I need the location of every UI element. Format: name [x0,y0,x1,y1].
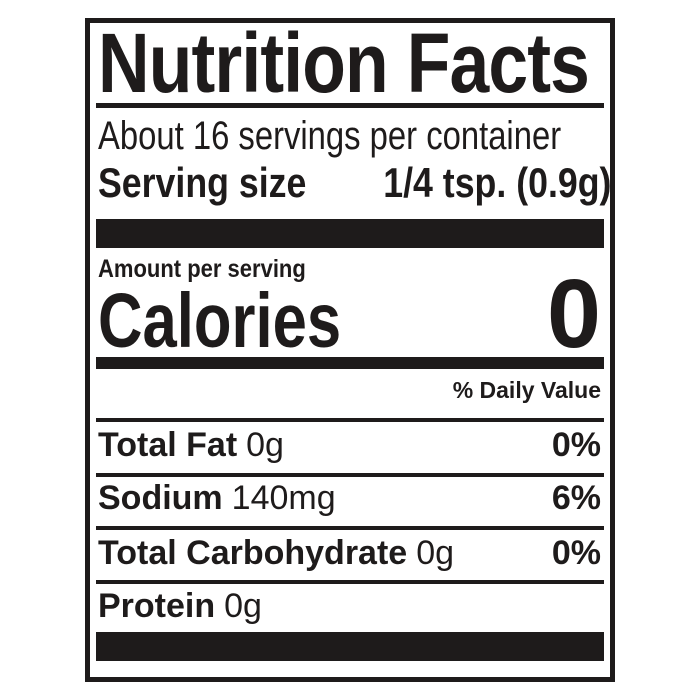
calories-divider-bar [96,357,604,369]
nutrient-name: Sodium [98,479,223,517]
servings-per-container-text: About 16 servings per container [98,114,562,158]
nutrient-name: Total Fat [98,426,238,464]
row-divider [96,473,604,477]
nutrient-daily-value: 0% [551,534,601,572]
calories-label: Calories [98,283,402,360]
nutrient-left: Sodium 140mg [98,481,336,515]
nutrition-facts-label: Nutrition Facts About 16 servings per co… [85,18,615,682]
nutrient-name: Protein [98,587,216,625]
nutrient-left: Protein 0g [98,589,262,623]
daily-value-divider [96,418,604,422]
nutrient-row: Total Fat 0g 0% [98,428,601,462]
nutrient-daily-value: 0% [551,426,601,464]
nutrient-name: Total Carbohydrate [98,534,408,572]
nutrient-row: Total Carbohydrate 0g 0% [98,536,601,570]
section-bar-bottom [96,632,604,661]
section-bar-top [96,219,604,248]
nutrient-amount: 0g [246,426,284,464]
nutrient-daily-value: 6% [551,479,601,517]
amount-per-serving-text: Amount per serving [98,255,306,283]
serving-size-value: 1/4 tsp. (0.9g) [383,159,612,206]
nutrient-amount: 0g [224,587,262,625]
serving-size-label: Serving size [98,159,307,206]
nutrient-amount: 140mg [231,479,336,517]
label-title-text: Nutrition Facts [98,16,590,110]
calories-value: 0 [547,259,601,368]
nutrient-row: Protein 0g [98,589,601,623]
servings-per-container: About 16 servings per container [98,116,663,156]
amount-per-serving-label: Amount per serving [98,257,334,282]
title-divider [96,103,604,108]
calories-row: Calories 0 [98,265,601,362]
label-title: Nutrition Facts [98,21,676,105]
row-divider [96,580,604,584]
row-divider [96,526,604,530]
nutrient-row: Sodium 140mg 6% [98,481,601,515]
calories-label-text: Calories [98,278,342,364]
daily-value-header: % Daily Value [452,377,601,403]
serving-size-row: Serving size 1/4 tsp. (0.9g) [98,159,612,206]
nutrient-left: Total Fat 0g [98,428,284,462]
nutrient-amount: 0g [416,534,455,572]
nutrient-left: Total Carbohydrate 0g [98,536,454,570]
